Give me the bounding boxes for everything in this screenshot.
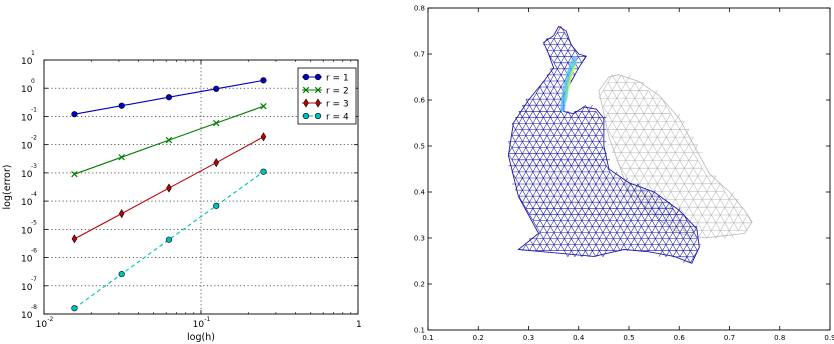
legend: r = 1 r = 2 r = 3 r = 4 xyxy=(297,67,357,125)
x-tick-label: 0.4 xyxy=(573,334,585,342)
data-point xyxy=(165,136,173,144)
x-tick-label: 0.8 xyxy=(774,334,785,342)
y-tick-label: 10 xyxy=(21,226,33,236)
x-tick-label: 0.9 xyxy=(824,334,834,342)
y-tick-label: 0.8 xyxy=(414,5,425,13)
convergence-chart: 10-810-710-610-510-410-310-210-110010110… xyxy=(2,50,362,343)
x-tick-label: 0.5 xyxy=(623,334,634,342)
y-tick-exponent: -1 xyxy=(31,106,37,113)
deformed-mesh xyxy=(508,26,701,263)
y-tick-exponent: 0 xyxy=(31,78,35,85)
y-tick-label: 10 xyxy=(21,170,33,180)
series-line xyxy=(74,171,264,309)
x-tick-exponent: -1 xyxy=(204,316,210,323)
y-tick-label: 10 xyxy=(21,85,33,95)
y-tick-label: 0.3 xyxy=(414,235,425,243)
legend-marker xyxy=(303,98,309,108)
legend-label: r = 3 xyxy=(326,100,349,110)
x-tick-label: 10 xyxy=(193,320,205,330)
legend-marker xyxy=(302,86,310,94)
y-tick-label: 10 xyxy=(21,113,33,123)
data-point xyxy=(260,168,267,175)
y-tick-label: 10 xyxy=(21,198,33,208)
y-tick-exponent: 1 xyxy=(31,50,35,57)
data-point xyxy=(71,170,78,178)
series-3 xyxy=(71,132,267,244)
reference-outline xyxy=(598,74,753,239)
data-point xyxy=(71,305,78,312)
data-point xyxy=(118,102,125,109)
y-tick-exponent: -4 xyxy=(31,191,37,198)
strain-highlight xyxy=(567,65,576,90)
data-point xyxy=(213,158,219,168)
legend-marker xyxy=(314,73,322,81)
data-point xyxy=(260,103,267,110)
x-tick-exponent: -2 xyxy=(47,316,53,323)
mesh-plot: 0.1 0.2 0.3 0.4 0.5 0.6 0.7 0.8 0.9 0.1 0.2 0.3 0.4 0… xyxy=(414,5,834,343)
y-tick-exponent: -8 xyxy=(31,304,37,311)
legend-marker xyxy=(302,73,310,81)
data-point xyxy=(213,202,220,209)
data-point xyxy=(71,234,78,244)
y-tick-label: 10 xyxy=(21,142,33,152)
x-tick-label: 0.2 xyxy=(473,334,484,342)
y-tick-exponent: -3 xyxy=(31,163,37,170)
legend-marker xyxy=(302,112,310,120)
legend-label: r = 4 xyxy=(326,113,349,123)
legend-label: r = 2 xyxy=(326,87,349,97)
data-point xyxy=(165,236,173,243)
data-point xyxy=(260,132,267,142)
y-tick-label: 0.1 xyxy=(414,327,425,335)
x-tick-label: 0.6 xyxy=(674,334,686,342)
y-tick-exponent: -7 xyxy=(31,276,37,283)
y-tick-label: 10 xyxy=(21,311,33,321)
y-tick-label: 10 xyxy=(21,57,33,67)
y-tick-label: 0.2 xyxy=(414,281,425,289)
data-point xyxy=(118,270,125,278)
reference-mesh xyxy=(598,74,753,239)
data-point xyxy=(118,153,125,161)
data-point xyxy=(260,77,267,84)
x-axis-label: log(h) xyxy=(187,332,215,343)
data-point xyxy=(213,85,220,92)
x-tick-label: 0.3 xyxy=(523,334,534,342)
series-1 xyxy=(71,77,267,118)
y-tick-exponent: -2 xyxy=(31,135,37,142)
y-tick-label: 0.5 xyxy=(414,143,425,151)
x-tick-label: 1 xyxy=(356,320,362,330)
data-point xyxy=(165,94,173,101)
y-tick-exponent: -6 xyxy=(31,248,37,255)
y-axis-label: log(error) xyxy=(2,165,13,210)
data-point xyxy=(118,209,125,219)
legend-marker xyxy=(315,98,321,108)
plot-frame xyxy=(427,7,831,331)
strain-highlight xyxy=(564,61,577,102)
x-tick-label: 0.1 xyxy=(422,334,433,342)
y-tick-label: 0.7 xyxy=(414,51,425,59)
data-point xyxy=(166,183,172,193)
strain-highlight xyxy=(560,56,578,112)
y-tick-label: 0.4 xyxy=(414,189,426,197)
legend-marker xyxy=(314,112,322,120)
data-point xyxy=(71,111,78,118)
y-tick-exponent: -5 xyxy=(31,219,37,226)
y-tick-label: 10 xyxy=(21,283,33,293)
data-point xyxy=(212,119,220,127)
legend-label: r = 1 xyxy=(326,74,349,84)
y-tick-label: 0.6 xyxy=(414,97,426,105)
x-tick-label: 0.7 xyxy=(724,334,735,342)
series-2 xyxy=(71,103,267,178)
x-tick-label: 10 xyxy=(36,320,48,330)
legend-marker xyxy=(314,86,322,94)
y-tick-label: 10 xyxy=(21,255,33,265)
series-4 xyxy=(71,168,267,312)
